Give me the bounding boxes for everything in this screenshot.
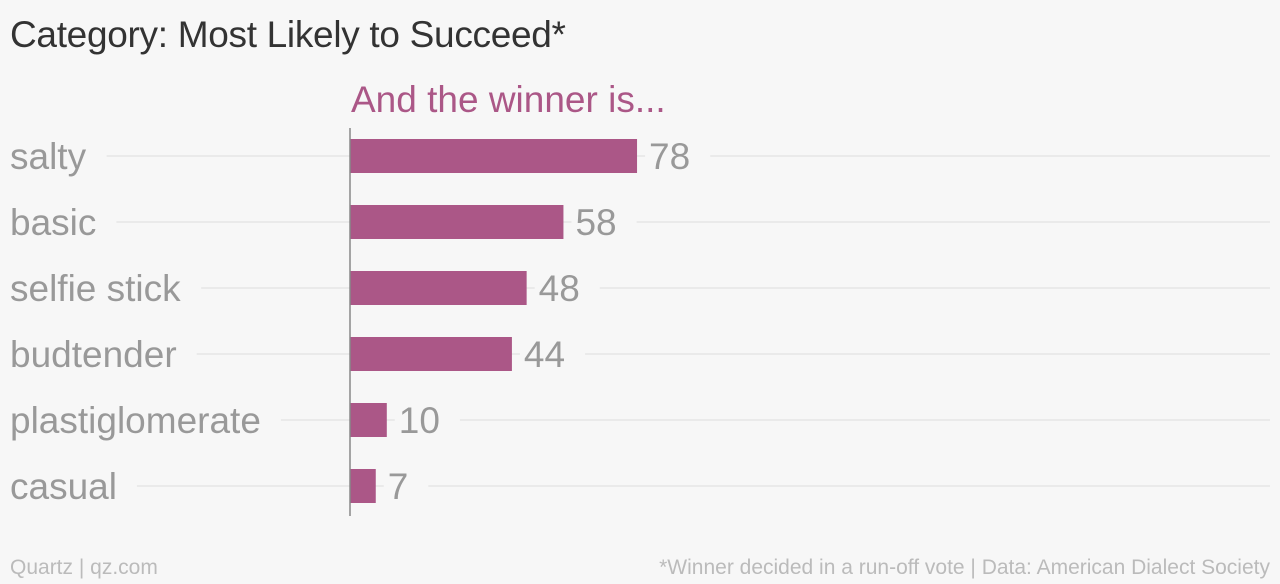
label-mask [6,466,137,507]
bar [350,469,376,503]
value-label: 48 [539,268,580,309]
bar [350,205,564,239]
label-mask [6,136,107,177]
value-label: 58 [575,202,616,243]
category-label: budtender [10,334,177,375]
gridlines [10,155,1270,487]
bar [350,139,638,173]
bar [350,403,387,437]
label-mask [394,400,460,441]
label-mask [645,136,711,177]
label-mask [6,334,197,375]
label-mask [519,334,586,375]
source-credit[interactable]: Quartz | qz.com [10,556,158,579]
label-mask [6,202,117,243]
bars [350,139,638,503]
value-label: 10 [399,400,440,441]
label-mask [383,466,429,507]
category-label: salty [10,136,87,177]
category-label: casual [10,466,117,507]
bar [350,271,527,305]
chart-title: Category: Most Likely to Succeed* [10,14,566,55]
label-mask [6,268,202,309]
value-labels: 78 58 48 44 10 7 [383,136,711,507]
chart-subtitle: And the winner is... [351,79,666,120]
label-mask [534,268,600,309]
value-label: 44 [524,334,565,375]
category-label: selfie stick [10,268,181,309]
bar [350,337,512,371]
label-mask [6,400,281,441]
footnote: *Winner decided in a run-off vote | Data… [659,556,1270,579]
category-label: plastiglomerate [10,400,261,441]
category-label: basic [10,202,96,243]
value-label: 7 [388,466,409,507]
category-labels: salty basic selfie stick budtender plastiglo… [6,136,281,507]
value-label: 78 [649,136,690,177]
label-mask [571,202,637,243]
